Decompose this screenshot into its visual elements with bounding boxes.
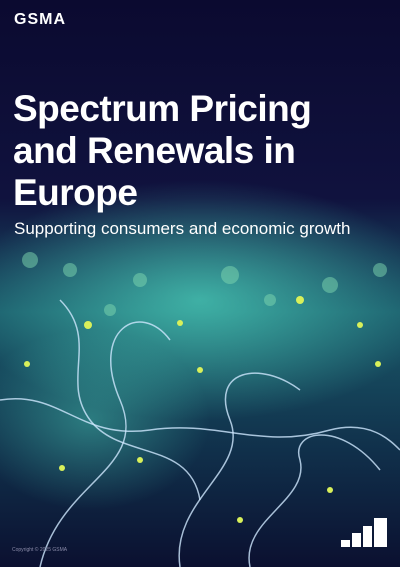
logo: GSMA [14, 11, 66, 28]
title-line: Europe [13, 172, 138, 213]
title: Spectrum Pricing and Renewals in Europe [13, 88, 312, 214]
subtitle: Supporting consumers and economic growth [14, 219, 351, 238]
title-line: and Renewals in [13, 130, 296, 171]
copyright: Copyright © 2025 GSMA [12, 547, 68, 553]
title-line: Spectrum Pricing [13, 88, 312, 129]
